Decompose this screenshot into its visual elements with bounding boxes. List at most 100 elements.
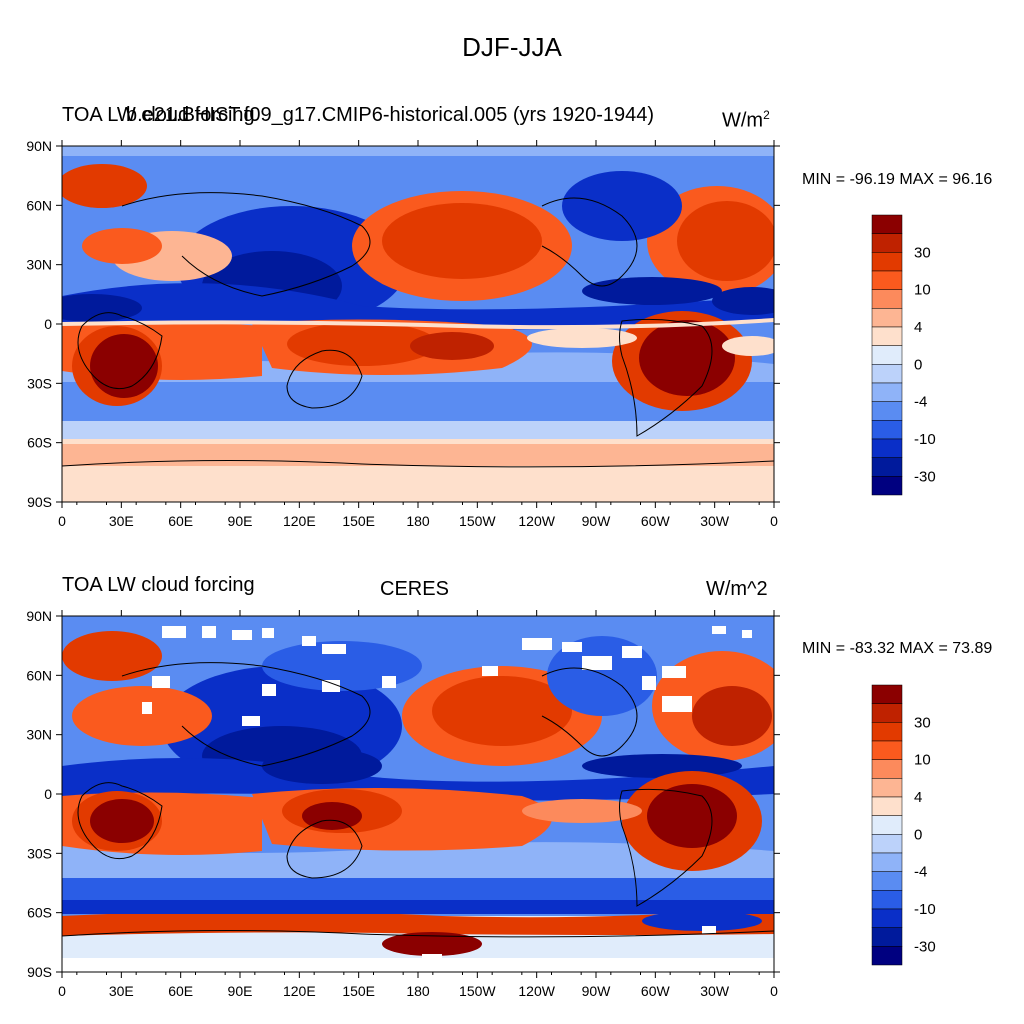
panel1-units: W/m2 — [722, 108, 770, 133]
panel1-cb-swatch — [871, 364, 903, 384]
panel2-lat-tick: 60N — [26, 667, 52, 683]
panel2-cb-swatch — [871, 778, 903, 798]
panel2-cb-swatch — [871, 908, 903, 928]
panel2-cb-label: 10 — [914, 752, 931, 769]
panel2-lon-tick: 90W — [582, 983, 612, 999]
panel1-cb-label: -4 — [914, 394, 927, 411]
panel1-cb-label: -30 — [914, 468, 936, 485]
panel2-lon-tick: 180 — [406, 983, 430, 999]
panel2-lon-tick: 0 — [770, 983, 778, 999]
panel1-lat-tick: 30N — [26, 257, 52, 273]
panel2-cb-label: -10 — [914, 901, 936, 918]
panel2-colorbar: 30 10 4 0 -4 -10 -30 — [871, 684, 936, 966]
panel2-cb-swatch — [871, 946, 903, 966]
panel1-lon-tick: 60E — [168, 513, 193, 529]
panel2-lat-tick: 30N — [26, 727, 52, 743]
panel1-cb-label: 10 — [914, 282, 931, 299]
panel1-cb-swatch — [871, 420, 903, 440]
panel1-cb-swatch — [871, 289, 903, 309]
panel1-units-sup: 2 — [763, 108, 770, 122]
panel2-left-title: TOA LW cloud forcing — [62, 574, 255, 596]
panel1-units-base: W/m — [722, 109, 764, 132]
panel2-lon-tick: 60W — [641, 983, 671, 999]
panel2-cb-label: -30 — [914, 938, 936, 955]
panel2-lon-tick: 30W — [700, 983, 730, 999]
panel2-lon-tick: 150E — [342, 983, 375, 999]
panel1-lon-tick: 30W — [700, 513, 730, 529]
panel2-cb-swatch — [871, 684, 903, 704]
panel1-lon-tick: 150E — [342, 513, 375, 529]
panel1-lon-tick: 90W — [582, 513, 612, 529]
panel1-axes: 90N 60N 30N 0 30S 60S 90S 0 30E 60E 90E 120E 150E 180… — [26, 138, 780, 529]
panel1-cb-swatch — [871, 345, 903, 365]
panel2-lat-tick: 90S — [27, 964, 52, 980]
panel2-lat-tick: 90N — [26, 608, 52, 624]
panel2-lon-tick: 60E — [168, 983, 193, 999]
panel1-cb-swatch — [871, 308, 903, 328]
panel2-map — [62, 616, 774, 972]
panel2-lon-tick: 120E — [283, 983, 316, 999]
panel1-lon-tick: 90E — [228, 513, 253, 529]
panel1-cb-label: -10 — [914, 431, 936, 448]
panel1-lon-tick: 180 — [406, 513, 430, 529]
panel2-lon-tick: 150W — [459, 983, 496, 999]
panel2-center-title: CERES — [380, 578, 449, 600]
panel2-lat-tick: 30S — [27, 845, 52, 861]
panel1-lon-tick: 30E — [109, 513, 134, 529]
panel1-lon-tick: 0 — [770, 513, 778, 529]
panel1-lat-tick: 60N — [26, 197, 52, 213]
panel2-cb-swatch — [871, 796, 903, 816]
panel2-cb-swatch — [871, 834, 903, 854]
panel2-cb-swatch — [871, 703, 903, 723]
panel1-left-title: TOA LW cloud forcing — [62, 104, 255, 126]
panel1-map — [62, 146, 774, 502]
panel1-cb-swatch — [871, 270, 903, 290]
panel2-lat-tick: 0 — [44, 786, 52, 802]
panel1-cb-swatch — [871, 214, 903, 234]
panel1-lat-tick: 0 — [44, 316, 52, 332]
panel2-cb-label: 4 — [914, 789, 922, 806]
panel1-min-max: MIN = -96.19 MAX = 96.16 — [802, 171, 993, 188]
panel2-min-max: MIN = -83.32 MAX = 73.89 — [802, 640, 993, 657]
panel2-axes: 90N 60N 30N 0 30S 60S 90S 0 30E 60E 90E 120E 150E 180… — [26, 608, 780, 999]
panel1-center-title: b.e21.BHIST.f09_g17.CMIP6-historical.005… — [126, 104, 655, 126]
panel1-cb-label: 4 — [914, 319, 922, 336]
panel1-cb-swatch — [871, 401, 903, 421]
panel2-lon-tick: 120W — [518, 983, 555, 999]
panel2-lat-tick: 60S — [27, 905, 52, 921]
panel1-cb-swatch — [871, 457, 903, 477]
panel1-cb-swatch — [871, 382, 903, 402]
panel1-lat-tick: 30S — [27, 375, 52, 391]
panel2-cb-swatch — [871, 740, 903, 760]
panel2-cb-swatch — [871, 852, 903, 872]
panel1-lon-tick: 60W — [641, 513, 671, 529]
panel2-cb-swatch — [871, 927, 903, 947]
panel1-cb-swatch — [871, 476, 903, 496]
panel1-cb-swatch — [871, 233, 903, 253]
panel2-lon-tick: 90E — [228, 983, 253, 999]
panel1-cb-swatch — [871, 326, 903, 346]
panel2-lon-tick: 30E — [109, 983, 134, 999]
panel1-lat-tick: 90N — [26, 138, 52, 154]
panel2-cb-swatch — [871, 759, 903, 779]
panel1-lat-tick: 90S — [27, 494, 52, 510]
panel2-cb-swatch — [871, 722, 903, 742]
panel1-lon-tick: 0 — [58, 513, 66, 529]
panel2-lon-tick: 0 — [58, 983, 66, 999]
panel2-cb-label: 0 — [914, 826, 922, 843]
panel2-cb-label: -4 — [914, 864, 927, 881]
panel2-cb-swatch — [871, 815, 903, 835]
panel1-cb-label: 30 — [914, 244, 931, 261]
panel1-lon-tick: 120W — [518, 513, 555, 529]
figure-title: DJF-JJA — [462, 32, 562, 62]
panel2-cb-swatch — [871, 890, 903, 910]
panel2-cb-label: 30 — [914, 714, 931, 731]
panel1-cb-swatch — [871, 252, 903, 272]
panel1-lat-tick: 60S — [27, 435, 52, 451]
panel1-lon-tick: 150W — [459, 513, 496, 529]
panel1-cb-swatch — [871, 438, 903, 458]
panel2-cb-swatch — [871, 871, 903, 891]
panel1-cb-label: 0 — [914, 356, 922, 373]
panel1-colorbar: 30 10 4 0 -4 -10 -30 — [871, 214, 936, 496]
panel1-lon-tick: 120E — [283, 513, 316, 529]
